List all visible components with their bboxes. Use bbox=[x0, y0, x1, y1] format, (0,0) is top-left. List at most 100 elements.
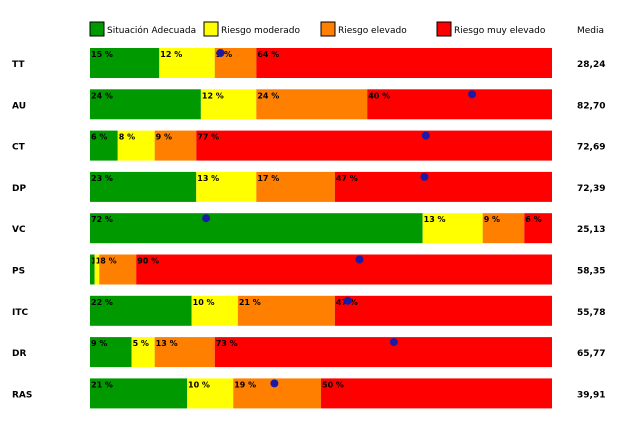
media-value: 55,78 bbox=[577, 308, 605, 318]
segment-value-label: 1 bbox=[91, 257, 97, 266]
row-label: ITC bbox=[12, 308, 28, 318]
segment-value-label: 13 % bbox=[424, 215, 446, 224]
media-value: 25,13 bbox=[577, 225, 605, 235]
bar-segment-riesgo-elevado bbox=[154, 130, 197, 161]
row-dr: DR 9 % 5 % 13 % 73 % 65,77 bbox=[12, 337, 605, 368]
segment-value-label: 12 % bbox=[202, 91, 224, 100]
media-marker bbox=[270, 379, 279, 388]
row-vc: VC 72 % 13 % 9 % 6 % 25,13 bbox=[12, 213, 605, 244]
media-value: 65,77 bbox=[577, 349, 605, 359]
segment-value-label: 9 % bbox=[156, 133, 172, 142]
bar-segment-riesgo-muy-elevado bbox=[214, 337, 553, 368]
bar-segment-riesgo-moderado bbox=[187, 378, 234, 409]
row-label: DR bbox=[12, 349, 26, 359]
bar-segment-riesgo-muy-elevado bbox=[334, 295, 552, 326]
row-label: DP bbox=[12, 184, 26, 194]
bar-segment-riesgo-muy-elevado bbox=[196, 130, 552, 161]
media-marker bbox=[202, 214, 211, 223]
row-ct: CT 6 % 8 % 9 % 77 % 72,69 bbox=[12, 130, 605, 161]
legend-swatch-riesgo-elevado bbox=[320, 21, 336, 37]
segment-value-label: 73 % bbox=[216, 339, 238, 348]
media-value: 72,39 bbox=[577, 184, 605, 194]
row-dp: DP 23 % 13 % 17 % 47 % 72,39 bbox=[12, 171, 605, 202]
segment-value-label: 64 % bbox=[257, 50, 279, 59]
segment-value-label: 72 % bbox=[91, 215, 113, 224]
bar-segment-situacion-adecuada bbox=[90, 89, 201, 120]
row-label: RAS bbox=[12, 390, 32, 400]
segment-value-label: 12 % bbox=[160, 50, 182, 59]
bar-segment-riesgo-moderado bbox=[117, 130, 155, 161]
bar-segment-riesgo-elevado bbox=[154, 337, 215, 368]
bar-segment-riesgo-moderado bbox=[94, 254, 100, 285]
segment-value-label: 24 % bbox=[91, 91, 113, 100]
row-label: PS bbox=[12, 267, 25, 277]
bar-segment-riesgo-elevado bbox=[237, 295, 335, 326]
segment-value-label: 5 % bbox=[133, 339, 149, 348]
legend-label-riesgo-moderado: Riesgo moderado bbox=[221, 26, 301, 36]
segment-value-label: 1 bbox=[96, 257, 102, 266]
bar-segment-situacion-adecuada bbox=[90, 213, 423, 244]
bar-segment-riesgo-muy-elevado bbox=[321, 378, 552, 409]
segment-value-label: 90 % bbox=[137, 257, 159, 266]
row-label: VC bbox=[12, 225, 26, 235]
media-value: 82,70 bbox=[577, 101, 605, 111]
segment-value-label: 10 % bbox=[188, 380, 210, 389]
bar-segment-riesgo-muy-elevado bbox=[136, 254, 552, 285]
bar-segment-riesgo-moderado bbox=[200, 89, 257, 120]
segment-value-label: 21 % bbox=[239, 298, 261, 307]
bar-segment-riesgo-moderado bbox=[159, 48, 215, 78]
media-marker bbox=[420, 172, 429, 181]
segment-value-label: 10 % bbox=[193, 298, 215, 307]
bar-segment-situacion-adecuada bbox=[90, 378, 188, 409]
media-value: 28,24 bbox=[577, 60, 605, 70]
segment-value-label: 21 % bbox=[91, 380, 113, 389]
bar-segment-riesgo-elevado bbox=[99, 254, 137, 285]
media-marker bbox=[343, 296, 352, 305]
segment-value-label: 6 % bbox=[525, 215, 541, 224]
segment-value-label: 13 % bbox=[197, 174, 219, 183]
row-ras: RAS 21 % 10 % 19 % 50 % 39,91 bbox=[12, 378, 605, 409]
segment-value-label: 15 % bbox=[91, 50, 113, 59]
segment-value-label: 17 % bbox=[257, 174, 279, 183]
bar-segment-situacion-adecuada bbox=[90, 337, 132, 368]
segment-value-label: 77 % bbox=[197, 133, 219, 142]
bar-segment-situacion-adecuada bbox=[90, 295, 192, 326]
bar-segment-riesgo-muy-elevado bbox=[256, 48, 552, 78]
bar-segment-situacion-adecuada bbox=[90, 48, 160, 78]
bar-segment-riesgo-elevado bbox=[482, 213, 525, 244]
legend-label-riesgo-elevado: Riesgo elevado bbox=[338, 26, 407, 36]
row-label: CT bbox=[12, 143, 26, 153]
row-label: AU bbox=[12, 101, 26, 111]
media-value: 39,91 bbox=[577, 390, 605, 400]
segment-value-label: 19 % bbox=[234, 380, 256, 389]
segment-value-label: 40 % bbox=[368, 91, 390, 100]
media-value: 58,35 bbox=[577, 267, 605, 277]
segment-value-label: 24 % bbox=[257, 91, 279, 100]
media-marker bbox=[389, 338, 398, 347]
legend-swatch-riesgo-moderado bbox=[203, 21, 219, 37]
media-marker bbox=[355, 255, 364, 264]
bar-segment-situacion-adecuada bbox=[90, 171, 197, 202]
bar-segment-riesgo-muy-elevado bbox=[334, 171, 552, 202]
bar-segment-riesgo-muy-elevado bbox=[524, 213, 552, 244]
bar-segment-riesgo-moderado bbox=[196, 171, 257, 202]
bar-segment-situacion-adecuada bbox=[90, 130, 118, 161]
row-au: AU 24 % 12 % 24 % 40 % 82,70 bbox=[12, 89, 605, 120]
segment-value-label: 6 % bbox=[91, 133, 107, 142]
bar-segment-riesgo-moderado bbox=[131, 337, 155, 368]
segment-value-label: 9 % bbox=[91, 339, 107, 348]
bar-segment-riesgo-elevado bbox=[256, 89, 368, 120]
segment-value-label: 22 % bbox=[91, 298, 113, 307]
row-label: TT bbox=[12, 60, 25, 70]
segment-value-label: 47 % bbox=[336, 174, 358, 183]
media-column-header: Media bbox=[577, 26, 604, 36]
media-value: 72,69 bbox=[577, 143, 605, 153]
legend-label-riesgo-muy-elevado: Riesgo muy elevado bbox=[454, 26, 546, 36]
legend: Situación Adecuada Riesgo moderado Riesgo … bbox=[89, 21, 546, 37]
bar-segment-riesgo-elevado bbox=[256, 171, 335, 202]
media-marker bbox=[216, 49, 225, 57]
bar-segment-riesgo-moderado bbox=[191, 295, 238, 326]
